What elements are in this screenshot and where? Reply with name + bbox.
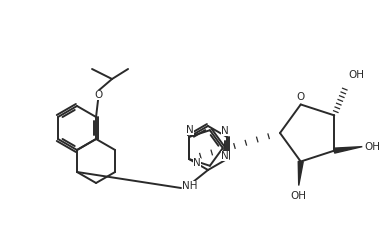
Polygon shape bbox=[334, 147, 362, 153]
Text: N: N bbox=[221, 151, 229, 161]
Text: OH: OH bbox=[364, 142, 380, 152]
Text: O: O bbox=[94, 90, 102, 100]
Text: OH: OH bbox=[348, 70, 364, 80]
Text: O: O bbox=[296, 92, 305, 103]
Polygon shape bbox=[298, 161, 303, 186]
Text: N: N bbox=[186, 125, 194, 135]
Text: OH: OH bbox=[291, 190, 307, 200]
Text: N: N bbox=[193, 158, 201, 168]
Text: NH: NH bbox=[182, 181, 198, 191]
Text: N: N bbox=[221, 126, 229, 136]
